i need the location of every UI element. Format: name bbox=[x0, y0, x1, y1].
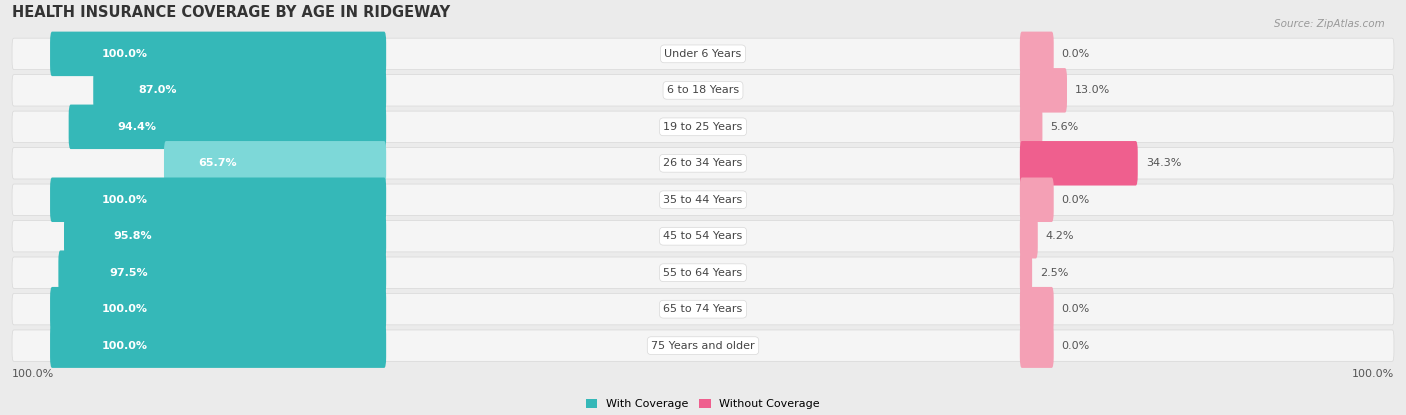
Text: Under 6 Years: Under 6 Years bbox=[665, 49, 741, 59]
Text: 0.0%: 0.0% bbox=[1062, 195, 1090, 205]
Text: 95.8%: 95.8% bbox=[114, 231, 152, 241]
FancyBboxPatch shape bbox=[59, 251, 387, 295]
FancyBboxPatch shape bbox=[93, 68, 387, 112]
Text: 65 to 74 Years: 65 to 74 Years bbox=[664, 304, 742, 314]
FancyBboxPatch shape bbox=[51, 323, 387, 368]
FancyBboxPatch shape bbox=[1019, 251, 1032, 295]
Text: 45 to 54 Years: 45 to 54 Years bbox=[664, 231, 742, 241]
FancyBboxPatch shape bbox=[1019, 105, 1042, 149]
Text: 5.6%: 5.6% bbox=[1050, 122, 1078, 132]
Text: 19 to 25 Years: 19 to 25 Years bbox=[664, 122, 742, 132]
Text: 100.0%: 100.0% bbox=[1351, 369, 1393, 379]
Text: 0.0%: 0.0% bbox=[1062, 49, 1090, 59]
FancyBboxPatch shape bbox=[1019, 178, 1053, 222]
FancyBboxPatch shape bbox=[13, 220, 1393, 252]
FancyBboxPatch shape bbox=[1019, 141, 1137, 186]
FancyBboxPatch shape bbox=[13, 38, 1393, 70]
FancyBboxPatch shape bbox=[13, 148, 1393, 179]
FancyBboxPatch shape bbox=[1019, 287, 1053, 332]
FancyBboxPatch shape bbox=[13, 184, 1393, 215]
Text: 6 to 18 Years: 6 to 18 Years bbox=[666, 85, 740, 95]
FancyBboxPatch shape bbox=[1019, 323, 1053, 368]
Text: 34.3%: 34.3% bbox=[1146, 158, 1181, 168]
Text: 100.0%: 100.0% bbox=[101, 49, 148, 59]
Text: 94.4%: 94.4% bbox=[118, 122, 156, 132]
Text: 13.0%: 13.0% bbox=[1076, 85, 1111, 95]
FancyBboxPatch shape bbox=[51, 32, 387, 76]
Text: 65.7%: 65.7% bbox=[198, 158, 238, 168]
Text: 97.5%: 97.5% bbox=[108, 268, 148, 278]
FancyBboxPatch shape bbox=[1019, 214, 1038, 259]
FancyBboxPatch shape bbox=[1019, 32, 1053, 76]
Text: 4.2%: 4.2% bbox=[1046, 231, 1074, 241]
FancyBboxPatch shape bbox=[13, 293, 1393, 325]
Text: 87.0%: 87.0% bbox=[139, 85, 177, 95]
Text: Source: ZipAtlas.com: Source: ZipAtlas.com bbox=[1274, 19, 1385, 29]
FancyBboxPatch shape bbox=[1019, 68, 1067, 112]
Text: 0.0%: 0.0% bbox=[1062, 304, 1090, 314]
Text: 26 to 34 Years: 26 to 34 Years bbox=[664, 158, 742, 168]
FancyBboxPatch shape bbox=[13, 75, 1393, 106]
Text: 100.0%: 100.0% bbox=[13, 369, 55, 379]
FancyBboxPatch shape bbox=[69, 105, 387, 149]
FancyBboxPatch shape bbox=[13, 257, 1393, 288]
FancyBboxPatch shape bbox=[13, 330, 1393, 361]
FancyBboxPatch shape bbox=[51, 178, 387, 222]
Text: 100.0%: 100.0% bbox=[101, 195, 148, 205]
Text: 35 to 44 Years: 35 to 44 Years bbox=[664, 195, 742, 205]
Text: 55 to 64 Years: 55 to 64 Years bbox=[664, 268, 742, 278]
Text: 100.0%: 100.0% bbox=[101, 304, 148, 314]
Text: 0.0%: 0.0% bbox=[1062, 341, 1090, 351]
Text: 2.5%: 2.5% bbox=[1040, 268, 1069, 278]
Legend: With Coverage, Without Coverage: With Coverage, Without Coverage bbox=[582, 394, 824, 414]
Text: 75 Years and older: 75 Years and older bbox=[651, 341, 755, 351]
Text: HEALTH INSURANCE COVERAGE BY AGE IN RIDGEWAY: HEALTH INSURANCE COVERAGE BY AGE IN RIDG… bbox=[13, 5, 450, 20]
FancyBboxPatch shape bbox=[165, 141, 387, 186]
FancyBboxPatch shape bbox=[13, 111, 1393, 142]
Text: 100.0%: 100.0% bbox=[101, 341, 148, 351]
FancyBboxPatch shape bbox=[65, 214, 387, 259]
FancyBboxPatch shape bbox=[51, 287, 387, 332]
